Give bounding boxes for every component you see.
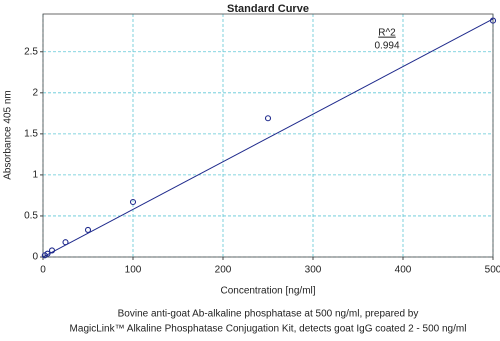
annotation-title: R^2 [378,28,396,39]
y-tick-label: 0.5 [24,211,38,222]
y-tick-label: 2 [32,87,38,98]
annotation-value: 0.994 [374,41,399,52]
y-tick-label: 0 [32,252,38,263]
data-point [489,17,497,24]
chart-title: Standard Curve [227,3,309,15]
data-point [44,250,51,257]
data-point [129,198,137,206]
x-tick-label: 500 [485,265,500,276]
y-axis-label: Absorbance 405 nm [3,90,14,180]
x-tick-label: 0 [40,265,46,276]
caption-line: Bovine anti-goat Ab-alkaline phosphatase… [118,309,419,320]
caption-line: MagicLink™ Alkaline Phosphatase Conjugat… [70,324,467,335]
y-tick-label: 1.5 [24,128,38,139]
data-point [62,239,69,246]
data-point [84,226,92,233]
x-tick-label: 100 [125,265,142,276]
data-point [48,247,56,254]
x-tick-label: 400 [395,265,412,276]
y-tick-label: 2.5 [24,46,38,57]
x-tick-label: 200 [215,265,232,276]
fit-line [42,18,494,258]
x-tick-label: 300 [305,265,322,276]
x-axis-label: Concentration [ng/ml] [220,286,315,297]
data-point [264,115,272,122]
plot-frame [42,13,494,258]
y-tick-label: 1 [32,170,38,181]
